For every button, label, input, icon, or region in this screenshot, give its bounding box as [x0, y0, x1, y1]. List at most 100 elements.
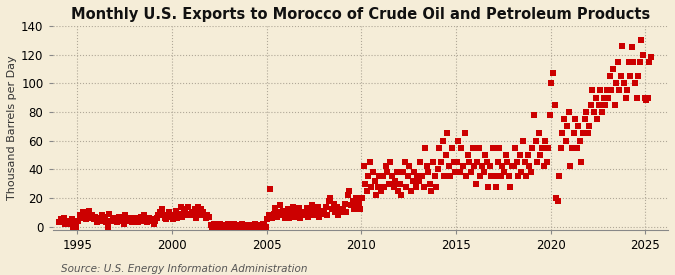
Point	[76, 216, 86, 220]
Point	[516, 170, 526, 174]
Point	[251, 223, 262, 227]
Point	[531, 138, 541, 143]
Point	[246, 224, 257, 229]
Point	[344, 189, 355, 193]
Point	[350, 196, 361, 200]
Point	[533, 131, 544, 136]
Point	[237, 222, 248, 226]
Point	[426, 189, 437, 193]
Point	[562, 124, 572, 128]
Point	[234, 223, 244, 227]
Point	[314, 214, 325, 219]
Point	[301, 206, 312, 210]
Point	[491, 184, 502, 189]
Point	[242, 223, 252, 227]
Point	[645, 55, 656, 60]
Point	[175, 204, 186, 209]
Point	[209, 222, 219, 226]
Point	[609, 103, 620, 107]
Point	[524, 164, 535, 169]
Point	[442, 131, 453, 136]
Point	[178, 207, 189, 212]
Point	[568, 131, 579, 136]
Point	[333, 213, 344, 217]
Point	[99, 214, 110, 219]
Point	[410, 184, 421, 189]
Point	[80, 217, 91, 222]
Point	[580, 110, 591, 114]
Point	[111, 217, 122, 222]
Point	[590, 95, 601, 100]
Point	[578, 131, 589, 136]
Point	[638, 52, 649, 57]
Point	[579, 117, 590, 121]
Point	[401, 184, 412, 189]
Point	[364, 160, 375, 164]
Point	[583, 131, 593, 136]
Point	[641, 98, 651, 103]
Point	[639, 95, 650, 100]
Point	[256, 224, 267, 229]
Point	[462, 153, 473, 157]
Point	[267, 216, 277, 220]
Point	[294, 206, 304, 210]
Point	[197, 210, 208, 214]
Point	[633, 74, 644, 78]
Point	[170, 209, 181, 213]
Point	[196, 207, 207, 212]
Point	[137, 219, 148, 223]
Point	[276, 213, 287, 217]
Point	[77, 210, 88, 214]
Point	[60, 222, 71, 226]
Point	[529, 112, 539, 117]
Point	[287, 204, 298, 209]
Point	[273, 210, 284, 214]
Point	[104, 211, 115, 216]
Point	[377, 174, 388, 179]
Point	[618, 81, 629, 86]
Point	[630, 81, 641, 86]
Point	[388, 184, 399, 189]
Point	[473, 145, 484, 150]
Point	[151, 216, 162, 220]
Point	[169, 213, 180, 217]
Point	[382, 170, 393, 174]
Point	[90, 214, 101, 219]
Point	[505, 184, 516, 189]
Point	[349, 207, 360, 212]
Point	[573, 124, 584, 128]
Point	[103, 224, 113, 229]
Point	[499, 170, 510, 174]
Point	[453, 138, 464, 143]
Point	[128, 217, 138, 222]
Point	[425, 182, 435, 186]
Point	[587, 88, 598, 93]
Point	[616, 74, 626, 78]
Point	[144, 216, 155, 220]
Point	[443, 164, 454, 169]
Point	[221, 223, 232, 227]
Point	[597, 110, 608, 114]
Point	[306, 203, 317, 207]
Point	[368, 170, 379, 174]
Point	[92, 220, 103, 225]
Point	[361, 189, 372, 193]
Point	[229, 222, 240, 226]
Point	[199, 213, 210, 217]
Point	[98, 219, 109, 223]
Point	[331, 204, 342, 209]
Point	[139, 213, 150, 217]
Point	[375, 189, 386, 193]
Point	[275, 203, 286, 207]
Point	[101, 220, 112, 225]
Point	[325, 196, 336, 200]
Point	[598, 95, 609, 100]
Point	[290, 209, 301, 213]
Point	[643, 95, 653, 100]
Point	[117, 216, 128, 220]
Point	[535, 153, 546, 157]
Point	[238, 223, 249, 227]
Point	[317, 211, 328, 216]
Point	[489, 174, 500, 179]
Point	[481, 160, 492, 164]
